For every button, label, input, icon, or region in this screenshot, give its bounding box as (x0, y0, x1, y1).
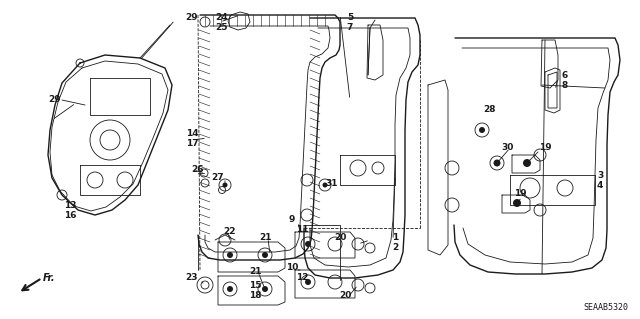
Circle shape (227, 252, 233, 258)
Text: 3: 3 (597, 170, 603, 180)
Text: 7: 7 (347, 24, 353, 33)
Text: 15: 15 (249, 280, 261, 290)
Circle shape (513, 199, 521, 207)
Text: 22: 22 (224, 227, 236, 236)
Text: 9: 9 (289, 216, 295, 225)
Text: 2: 2 (392, 242, 398, 251)
Text: 1: 1 (392, 233, 398, 241)
Text: 18: 18 (249, 291, 261, 300)
Circle shape (262, 286, 268, 292)
Text: 6: 6 (562, 70, 568, 79)
Text: 4: 4 (597, 181, 603, 189)
Circle shape (493, 160, 500, 167)
Text: 10: 10 (286, 263, 298, 272)
Text: 11: 11 (296, 226, 308, 234)
Text: SEAAB5320: SEAAB5320 (583, 303, 628, 312)
Text: 21: 21 (259, 233, 271, 241)
Text: 27: 27 (212, 174, 224, 182)
Text: 29: 29 (49, 95, 61, 105)
Text: Fr.: Fr. (43, 273, 56, 283)
Text: 23: 23 (186, 273, 198, 283)
Text: 30: 30 (502, 144, 514, 152)
Text: 20: 20 (339, 291, 351, 300)
Text: 5: 5 (347, 13, 353, 23)
Text: 24: 24 (216, 13, 228, 23)
Text: 31: 31 (326, 179, 339, 188)
Circle shape (523, 159, 531, 167)
Circle shape (227, 286, 233, 292)
Text: 25: 25 (216, 24, 228, 33)
Text: 19: 19 (539, 144, 551, 152)
Text: 13: 13 (64, 201, 76, 210)
Text: 8: 8 (562, 80, 568, 90)
Text: 17: 17 (186, 138, 198, 147)
Text: 20: 20 (334, 233, 346, 241)
Text: 29: 29 (186, 13, 198, 23)
Text: 12: 12 (296, 273, 308, 283)
Text: 19: 19 (514, 189, 526, 197)
Circle shape (323, 182, 328, 188)
Text: 14: 14 (186, 129, 198, 137)
Circle shape (479, 127, 485, 133)
Circle shape (223, 182, 227, 188)
Circle shape (305, 279, 311, 285)
Text: 28: 28 (484, 106, 496, 115)
Text: 16: 16 (64, 211, 76, 219)
Text: 26: 26 (191, 166, 204, 174)
Circle shape (262, 252, 268, 258)
Text: 21: 21 (249, 268, 261, 277)
Circle shape (305, 241, 311, 247)
